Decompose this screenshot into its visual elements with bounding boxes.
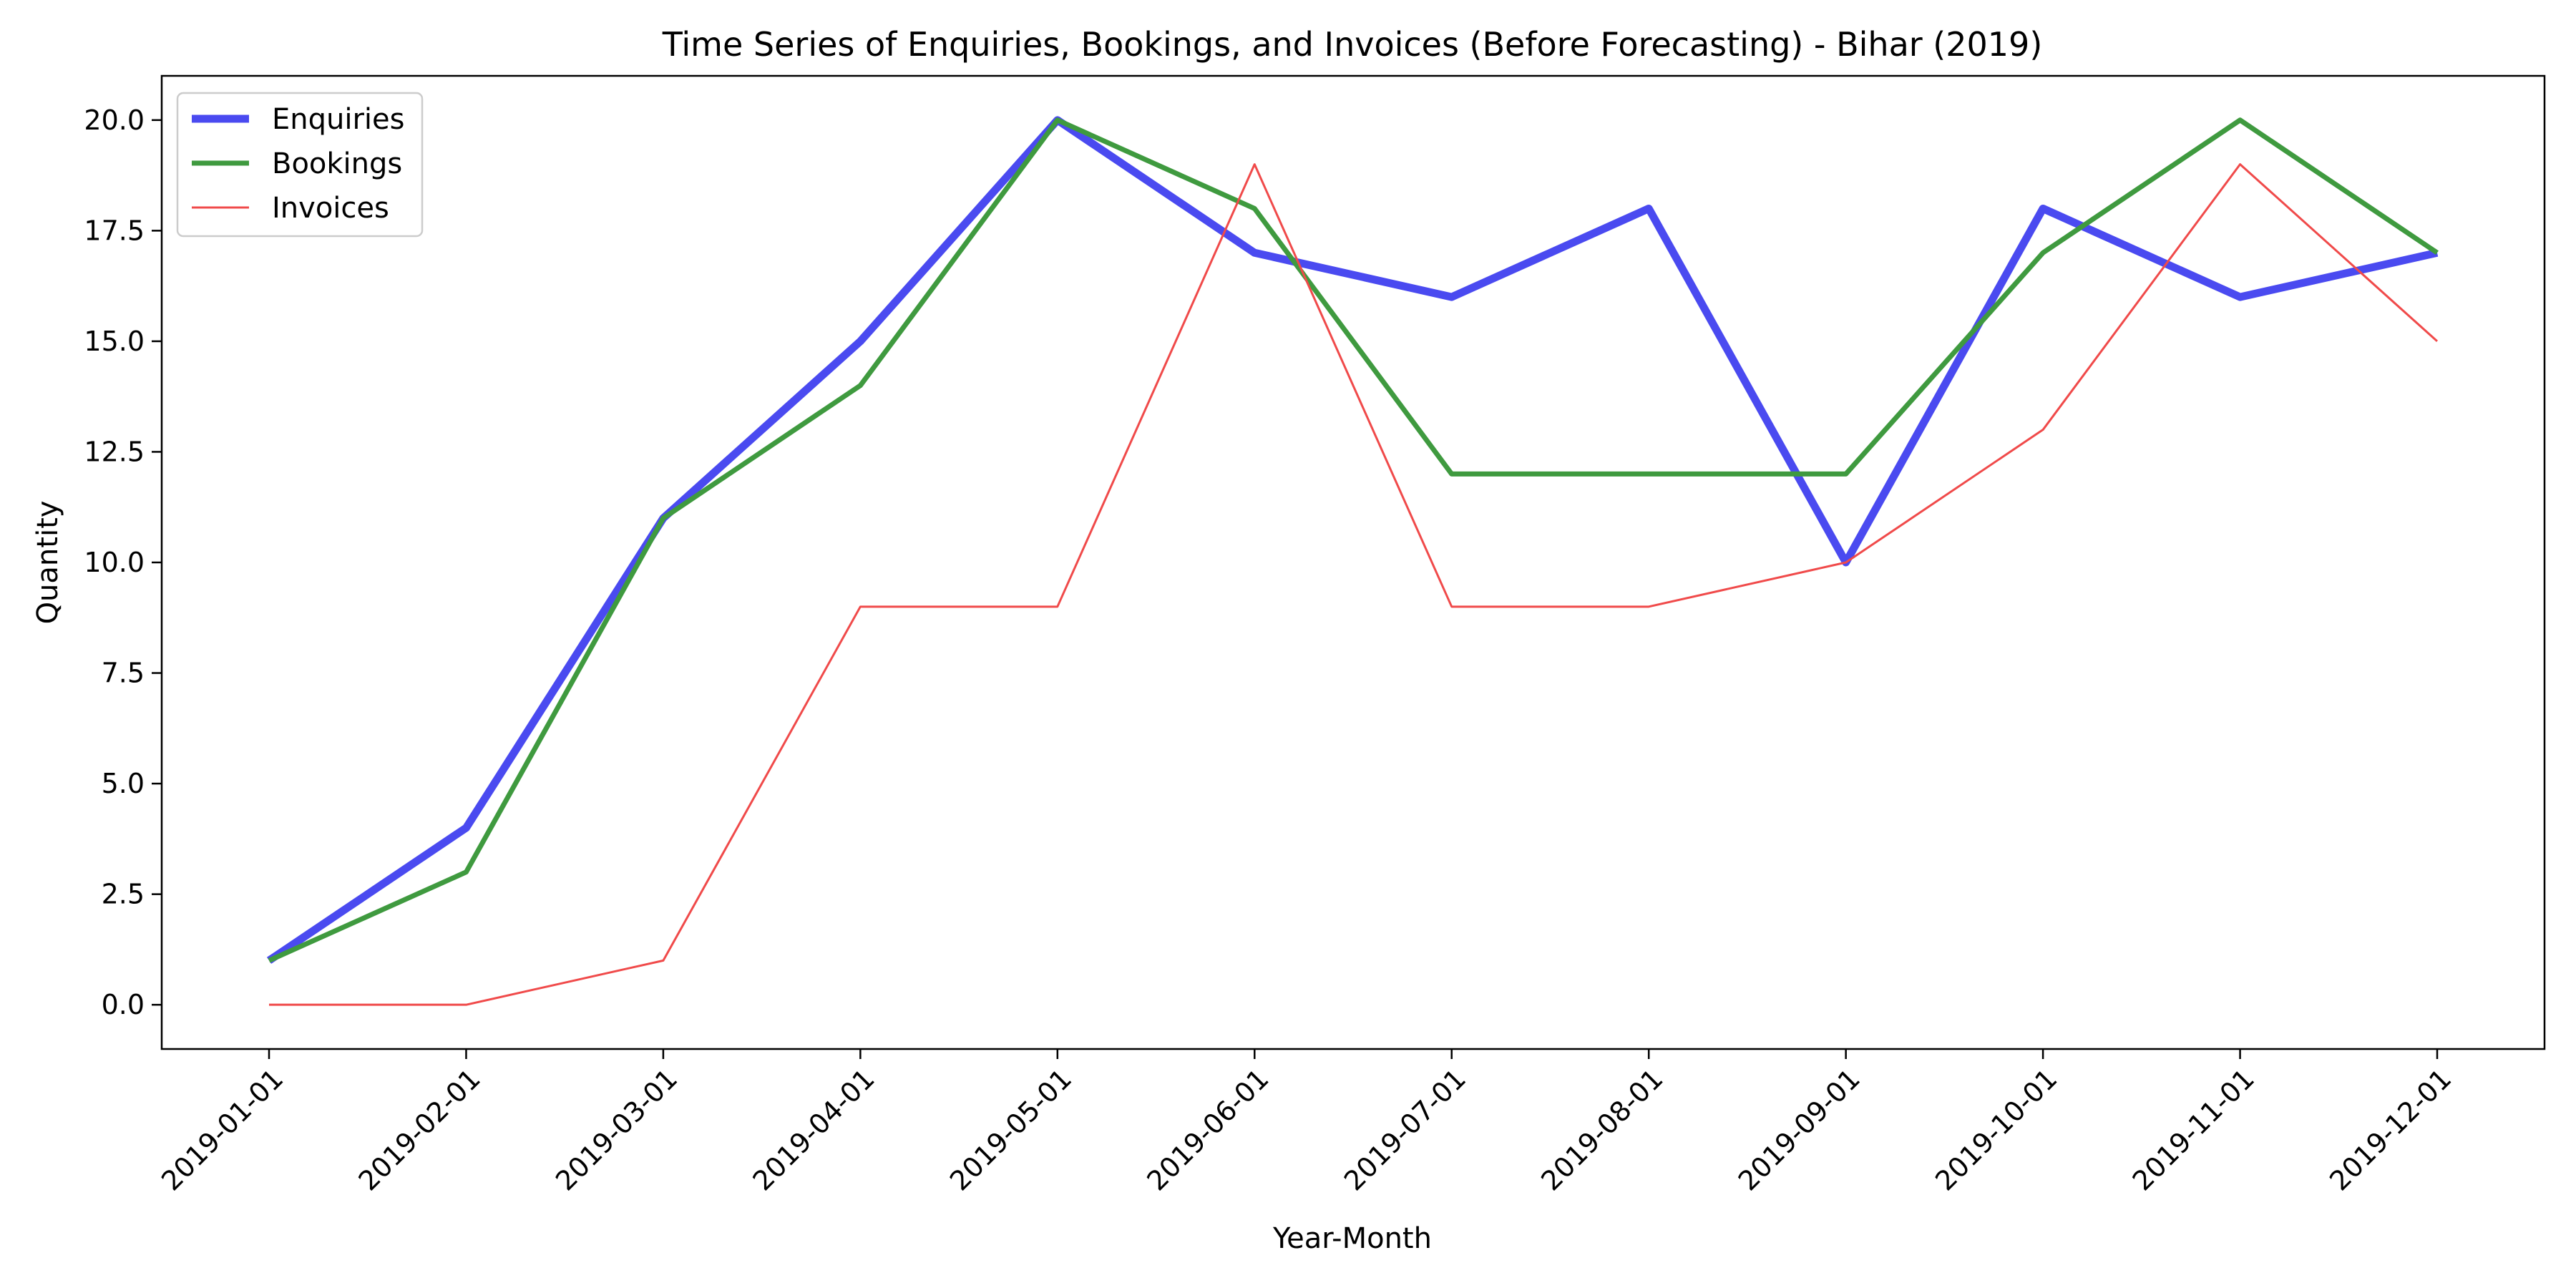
y-tick-label: 20.0 <box>84 104 145 136</box>
y-tick-label: 5.0 <box>102 768 145 799</box>
series-line-enquiries <box>266 116 2439 964</box>
series-layer <box>266 116 2439 1006</box>
y-tick-label: 7.5 <box>102 658 145 689</box>
y-tick-label: 15.0 <box>84 326 145 357</box>
x-tick-label: 2019-07-01 <box>1338 1063 1472 1196</box>
x-tick-label: 2019-09-01 <box>1732 1063 1866 1196</box>
y-tick-label: 0.0 <box>102 989 145 1020</box>
x-tick-label: 2019-03-01 <box>550 1063 683 1196</box>
x-tick-label: 2019-12-01 <box>2323 1063 2457 1196</box>
x-tick-label: 2019-11-01 <box>2127 1063 2260 1196</box>
x-tick-label: 2019-05-01 <box>944 1063 1078 1196</box>
y-axis: 0.0 2.5 5.0 7.5 10.0 12.5 15.0 17.5 20.0 <box>84 104 162 1020</box>
x-tick-label: 2019-06-01 <box>1141 1063 1274 1196</box>
series-line-invoices <box>269 163 2439 1006</box>
legend: Enquiries Bookings Invoices <box>176 92 424 238</box>
x-axis-label: Year-Month <box>1272 1222 1432 1255</box>
chart-title: Time Series of Enquiries, Bookings, and … <box>662 25 2043 64</box>
x-axis: 2019-01-01 2019-02-01 2019-03-01 2019-04-01… <box>155 1049 2457 1197</box>
y-tick-label: 2.5 <box>102 879 145 910</box>
x-tick-label: 2019-01-01 <box>155 1063 289 1196</box>
x-tick-label: 2019-08-01 <box>1535 1063 1669 1196</box>
x-tick-label: 2019-02-01 <box>353 1063 487 1196</box>
x-tick-label: 2019-04-01 <box>746 1063 880 1196</box>
plot-frame <box>160 74 2546 1050</box>
series-line-bookings <box>268 117 2439 963</box>
legend-label-bookings: Bookings <box>272 147 402 180</box>
legend-label-invoices: Invoices <box>272 192 389 225</box>
legend-label-enquiries: Enquiries <box>272 103 405 136</box>
y-tick-label: 17.5 <box>84 215 145 246</box>
y-tick-label: 10.0 <box>84 547 145 578</box>
legend-box <box>176 92 424 238</box>
y-axis-label: Quantity <box>31 501 64 625</box>
x-tick-label: 2019-10-01 <box>1929 1063 2063 1196</box>
y-tick-label: 12.5 <box>84 436 145 467</box>
